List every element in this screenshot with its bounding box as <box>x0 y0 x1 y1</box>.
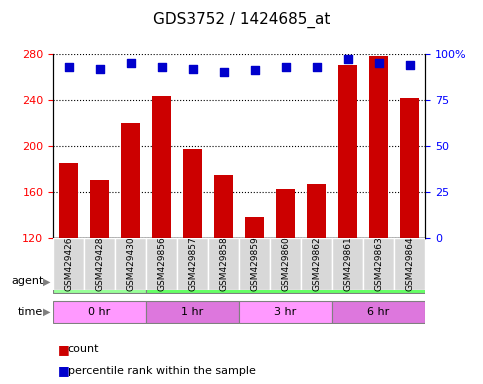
Point <box>220 69 227 75</box>
Text: time: time <box>18 307 43 317</box>
Bar <box>59 163 78 238</box>
Point <box>158 64 166 70</box>
Text: GSM429862: GSM429862 <box>312 237 321 291</box>
FancyBboxPatch shape <box>146 238 177 290</box>
Bar <box>400 98 419 238</box>
FancyBboxPatch shape <box>332 301 425 323</box>
Bar <box>276 189 295 238</box>
Bar <box>307 184 326 238</box>
FancyBboxPatch shape <box>115 238 146 290</box>
Text: concanavalin A: concanavalin A <box>243 276 328 286</box>
FancyBboxPatch shape <box>301 238 332 290</box>
Text: GSM429856: GSM429856 <box>157 237 166 291</box>
Text: GSM429858: GSM429858 <box>219 237 228 291</box>
Text: GSM429861: GSM429861 <box>343 237 352 291</box>
Point <box>65 64 72 70</box>
Text: GSM429428: GSM429428 <box>95 237 104 291</box>
Bar <box>369 56 388 238</box>
Point <box>282 64 289 70</box>
Point <box>375 60 383 66</box>
FancyBboxPatch shape <box>239 301 332 323</box>
Text: GSM429863: GSM429863 <box>374 237 383 291</box>
FancyBboxPatch shape <box>146 301 239 323</box>
Text: 3 hr: 3 hr <box>274 307 297 317</box>
Point <box>344 56 352 62</box>
Text: agent: agent <box>11 276 43 286</box>
FancyBboxPatch shape <box>239 238 270 290</box>
Text: GSM429859: GSM429859 <box>250 237 259 291</box>
Text: untreated: untreated <box>72 276 127 286</box>
Text: GSM429860: GSM429860 <box>281 237 290 291</box>
Bar <box>245 217 264 238</box>
FancyBboxPatch shape <box>53 301 146 323</box>
Point <box>127 60 134 66</box>
Text: 1 hr: 1 hr <box>182 307 204 317</box>
Bar <box>184 149 202 238</box>
Text: 6 hr: 6 hr <box>368 307 390 317</box>
Text: GDS3752 / 1424685_at: GDS3752 / 1424685_at <box>153 12 330 28</box>
Text: ▶: ▶ <box>43 307 51 317</box>
Text: ■: ■ <box>58 343 70 356</box>
Text: GSM429426: GSM429426 <box>64 237 73 291</box>
Text: 0 hr: 0 hr <box>88 307 111 317</box>
FancyBboxPatch shape <box>270 238 301 290</box>
Text: GSM429864: GSM429864 <box>405 237 414 291</box>
Text: ▶: ▶ <box>43 276 51 286</box>
Point <box>406 62 413 68</box>
FancyBboxPatch shape <box>177 238 208 290</box>
FancyBboxPatch shape <box>363 238 394 290</box>
Bar <box>214 175 233 238</box>
FancyBboxPatch shape <box>208 238 239 290</box>
FancyBboxPatch shape <box>53 270 146 293</box>
Text: count: count <box>68 344 99 354</box>
Point <box>96 65 103 71</box>
FancyBboxPatch shape <box>84 238 115 290</box>
Bar <box>90 180 109 238</box>
FancyBboxPatch shape <box>394 238 425 290</box>
FancyBboxPatch shape <box>146 270 425 293</box>
Bar <box>152 96 171 238</box>
Text: ■: ■ <box>58 364 70 377</box>
FancyBboxPatch shape <box>53 238 84 290</box>
Point <box>189 65 197 71</box>
Text: GSM429857: GSM429857 <box>188 237 197 291</box>
Point <box>313 64 320 70</box>
Point <box>251 67 258 73</box>
FancyBboxPatch shape <box>332 238 363 290</box>
Bar <box>338 65 357 238</box>
Bar <box>121 123 140 238</box>
Text: percentile rank within the sample: percentile rank within the sample <box>68 366 256 376</box>
Text: GSM429430: GSM429430 <box>126 237 135 291</box>
